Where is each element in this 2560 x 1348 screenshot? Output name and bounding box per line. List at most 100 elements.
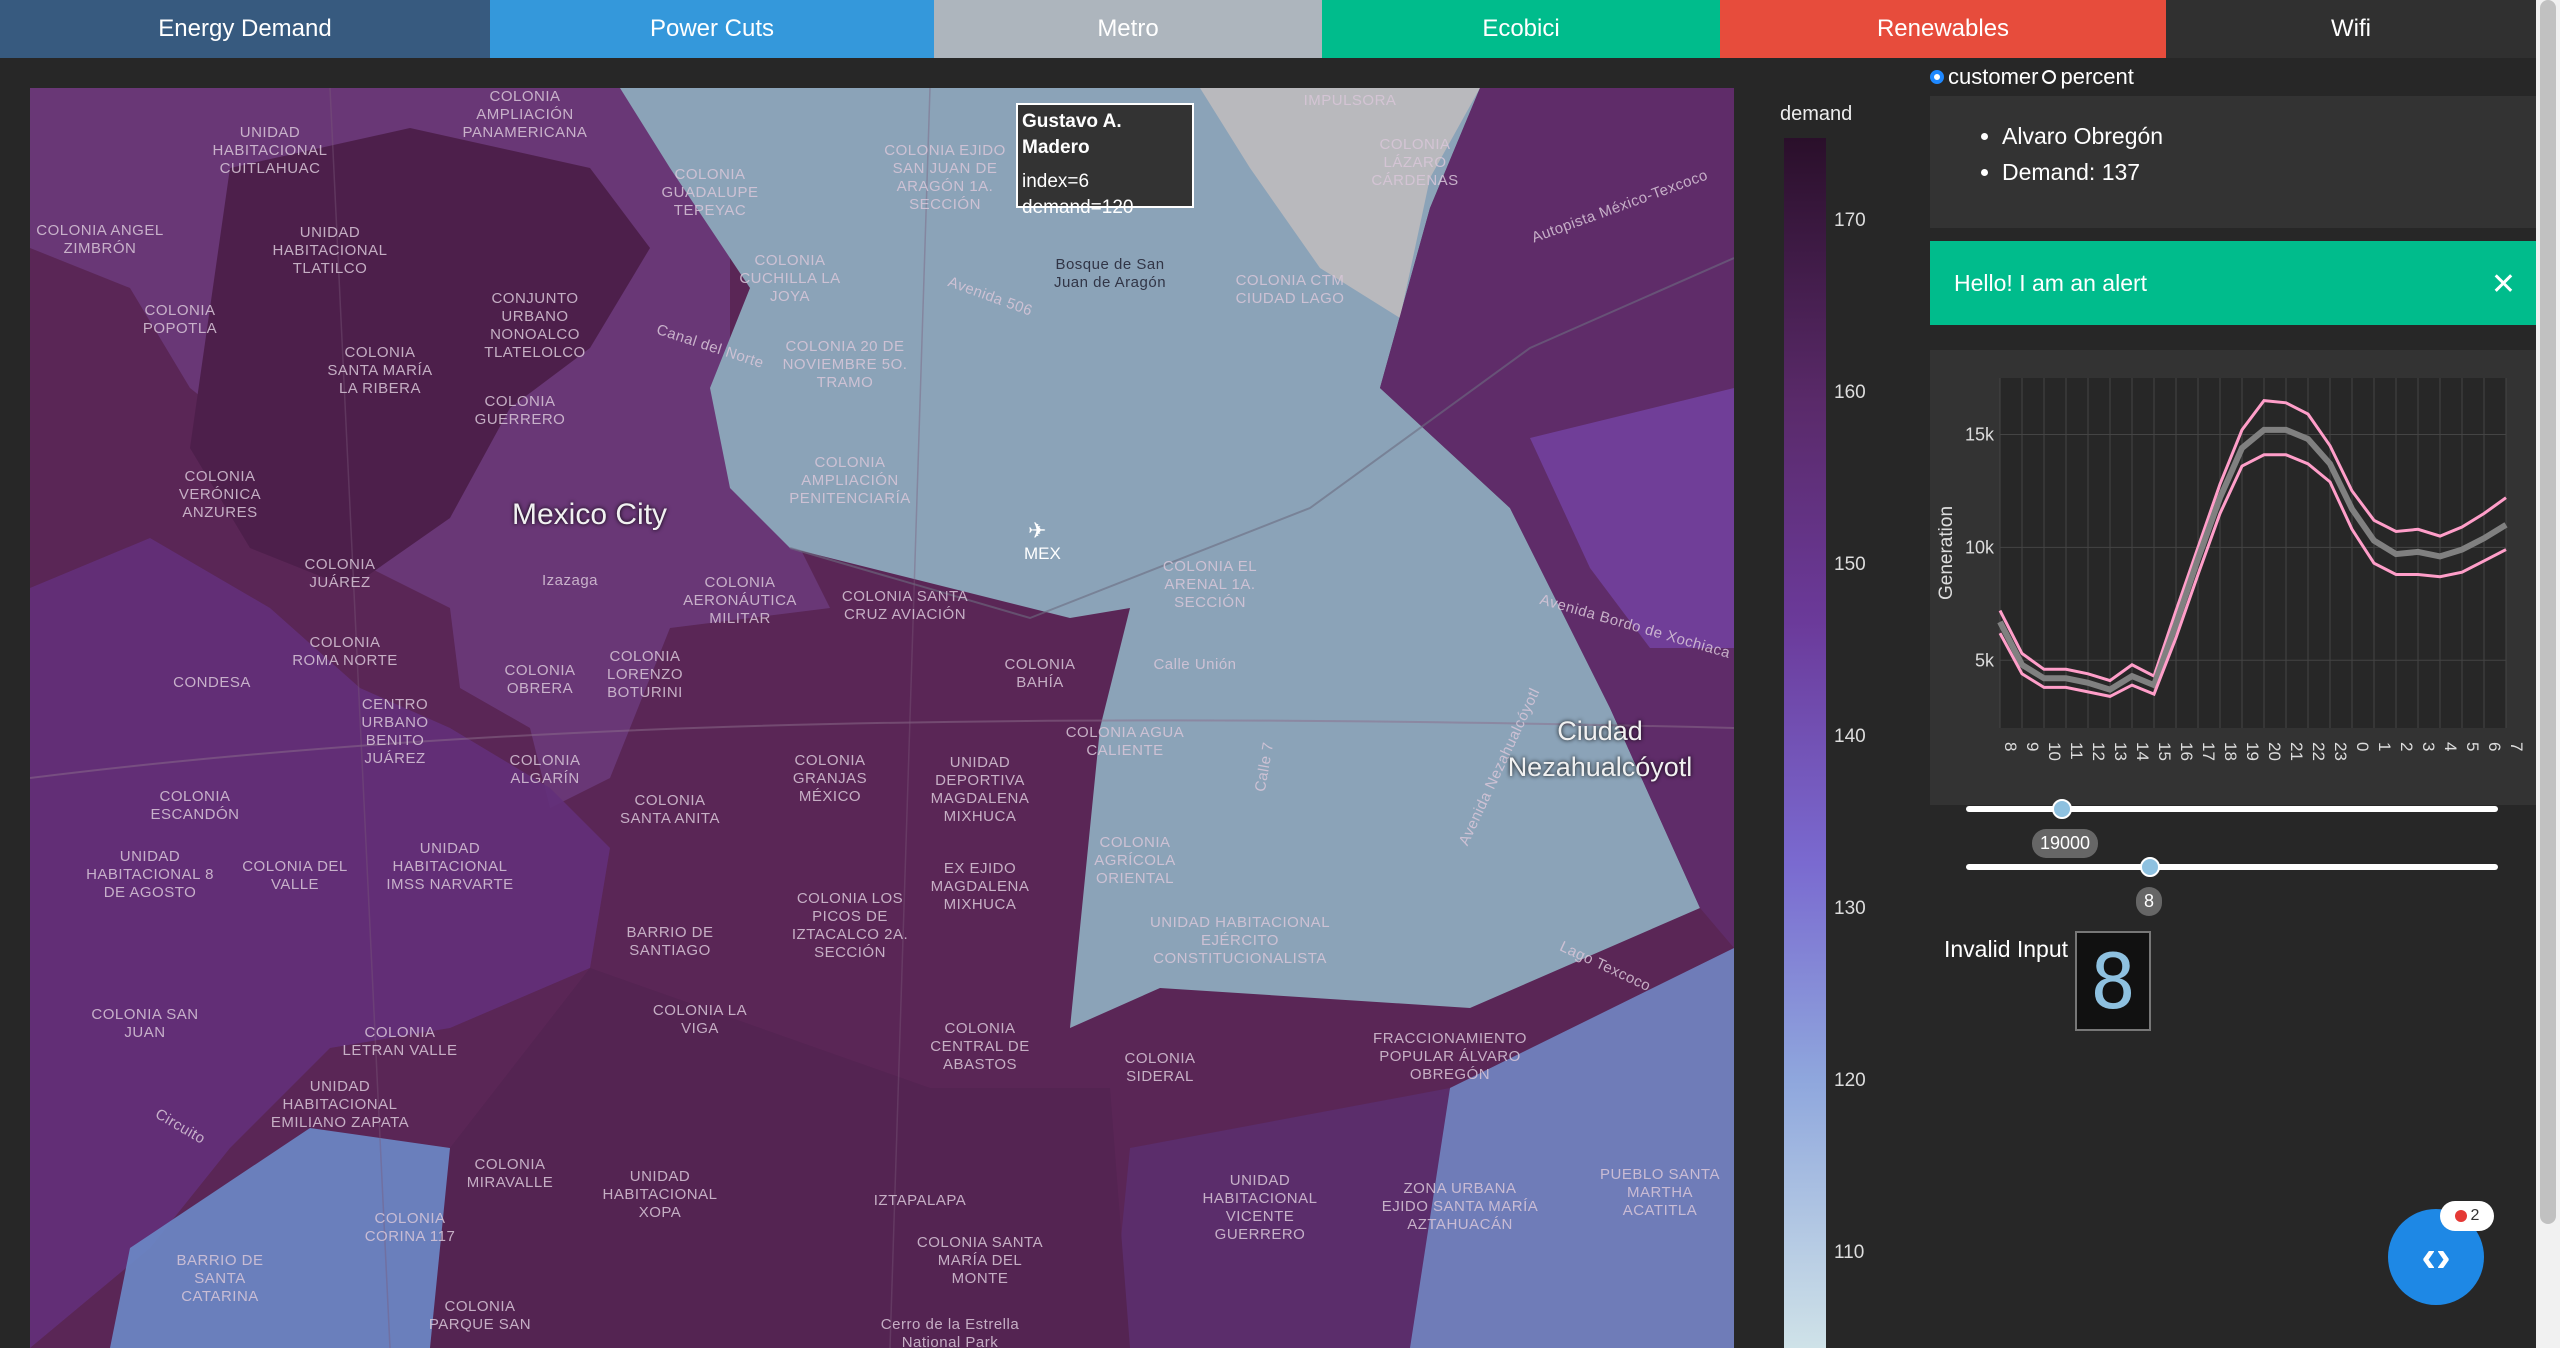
chart-x-tick: 1 <box>2375 742 2394 751</box>
tooltip-demand: demand=120 <box>1022 197 1134 218</box>
map-place-label: PUEBLO SANTA MARTHA ACATITLA <box>1600 1166 1720 1219</box>
map-place-label: COLONIA AGUA CALIENTE <box>1065 724 1185 759</box>
map-place-label: CONJUNTO URBANO NONOALCO TLATELOLCO <box>484 290 586 361</box>
selection-info-card: Alvaro Obregón Demand: 137 <box>1930 96 2536 228</box>
radio-percent-label: percent <box>2060 64 2134 89</box>
tab-wifi[interactable]: Wifi <box>2166 0 2536 58</box>
colorbar-tick: 140 <box>1834 726 1866 747</box>
radio-percent[interactable] <box>2042 70 2057 84</box>
map-place-label: COLONIA AERONÁUTICA MILITAR <box>683 574 797 627</box>
metric-radio-group: customer percent <box>1930 64 2134 90</box>
close-icon[interactable]: ✕ <box>2490 268 2516 301</box>
map-place-label: COLONIA GUERRERO <box>474 393 566 428</box>
chart-series-line <box>1997 426 2508 693</box>
chart-x-tick: 10 <box>2045 742 2064 761</box>
chart-x-tick: 7 <box>2507 742 2526 751</box>
slider-track-2[interactable] <box>1966 864 2498 870</box>
map-place-label: COLONIA SANTA ANITA <box>620 792 720 827</box>
map-place-label: COLONIA 20 DE NOVIEMBRE 5O. TRAMO <box>782 338 908 391</box>
chart-x-tick: 9 <box>2023 742 2042 751</box>
tooltip-title: Gustavo A. Madero <box>1022 111 1122 158</box>
map-place-label: COLONIA SIDERAL <box>1124 1050 1196 1085</box>
chart-x-tick: 5 <box>2463 742 2482 751</box>
airplane-icon: ✈ <box>1028 518 1047 543</box>
map-place-label: UNIDAD HABITACIONAL 8 DE AGOSTO <box>86 848 214 901</box>
colorbar-tick: 150 <box>1834 554 1866 575</box>
map-place-label: UNIDAD HABITACIONAL VICENTE GUERRERO <box>1202 1172 1318 1243</box>
info-item-borough: Alvaro Obregón <box>2002 118 2536 154</box>
map-place-label: COLONIA PARQUE SAN <box>428 1298 532 1333</box>
map-place-label: UNIDAD HABITACIONAL EJÉRCITO CONSTITUCIO… <box>1149 914 1331 967</box>
colorbar-tick: 110 <box>1834 1242 1865 1263</box>
map-hover-tooltip: Gustavo A. Madero index=6 demand=120 <box>1016 103 1194 218</box>
tab-metro[interactable]: Metro <box>934 0 1322 58</box>
airport-label: MEX <box>1024 544 1061 563</box>
chart-x-tick: 13 <box>2111 742 2130 761</box>
colorbar-title: demand <box>1780 103 1853 125</box>
tab-ecobici[interactable]: Ecobici <box>1322 0 1720 58</box>
map-place-label: COLONIA CORINA 117 <box>364 1210 456 1245</box>
map-place-label: COLONIA LÁZARO CÁRDENAS <box>1371 136 1459 189</box>
chart-x-tick: 20 <box>2265 742 2284 761</box>
map-place-label: COLONIA CTM CIUDAD LAGO <box>1235 272 1345 307</box>
map-place-label: COLONIA EL ARENAL 1A. SECCIÓN <box>1162 558 1258 611</box>
chart-series-line <box>1998 399 2507 683</box>
choropleth-map[interactable]: UNIDAD HABITACIONAL CUITLAHUAC COLONIA A… <box>30 88 1734 1348</box>
map-place-label: COLONIA SANTA MARÍA DEL MONTE <box>916 1234 1044 1287</box>
map-place-label: COLONIA AMPLIACIÓN PENITENCIARÍA <box>789 454 911 507</box>
map-place-label: COLONIA ALGARÍN <box>509 752 581 787</box>
chart-series-line <box>1998 453 2507 698</box>
chart-x-tick: 15 <box>2155 742 2174 761</box>
map-place-label: EX EJIDO MAGDALENA MIXHUCA <box>930 860 1030 913</box>
radio-customer[interactable] <box>1930 70 1944 84</box>
chart-x-tick: 18 <box>2221 742 2240 761</box>
alert-banner: Hello! I am an alert ✕ <box>1930 241 2536 325</box>
map-place-label: UNIDAD HABITACIONAL EMILIANO ZAPATA <box>270 1078 410 1131</box>
slider-value-2: 8 <box>2136 887 2163 916</box>
map-place-label: COLONIA ANGEL ZIMBRÓN <box>36 222 164 257</box>
map-street-label: Izazaga <box>541 572 599 589</box>
tab-renewables[interactable]: Renewables <box>1720 0 2166 58</box>
chart-x-tick: 0 <box>2353 742 2372 751</box>
map-place-label: UNIDAD DEPORTIVA MAGDALENA MIXHUCA <box>930 754 1030 825</box>
generation-chart: 8 9 10 11 12 13 14 15 16 17 18 19 20 21 22 23 0 1 2 3 4 5 6 7 5k… <box>1930 350 2536 821</box>
scrollbar-thumb[interactable] <box>2540 0 2556 1224</box>
map-place-label: UNIDAD HABITACIONAL TLATILCO <box>272 224 388 277</box>
slider-value-1: 19000 <box>2032 829 2099 858</box>
map-place-label: IMPULSORA <box>1303 92 1397 109</box>
map-place-label: COLONIA LORENZO BOTURINI <box>606 648 683 701</box>
map-place-label: ZONA URBANA EJIDO SANTA MARÍA AZTAHUACÁN <box>1381 1180 1539 1233</box>
map-street-label: Calle Unión <box>1153 656 1237 673</box>
map-place-label: UNIDAD HABITACIONAL CUITLAHUAC <box>212 124 328 177</box>
map-place-label: COLONIA AMPLIACIÓN PANAMERICANA <box>462 88 588 141</box>
slider-track-1[interactable] <box>1966 806 2498 812</box>
notification-badge: 2 <box>2440 1201 2494 1231</box>
map-place-label: COLONIA POPOTLA <box>142 302 218 337</box>
map-place-label: COLONIA DEL VALLE <box>242 858 348 893</box>
map-place-label: CENTRO URBANO BENITO JUÁREZ <box>361 696 429 767</box>
colorbar-tick: 120 <box>1834 1070 1866 1091</box>
map-place-label: COLONIA SAN JUAN <box>91 1006 199 1041</box>
led-display: 8 <box>2075 931 2151 1031</box>
map-place-label: COLONIA MIRAVALLE <box>466 1156 554 1191</box>
chart-x-tick: 12 <box>2089 742 2108 761</box>
map-place-label: BARRIO DE SANTIAGO <box>626 924 714 959</box>
map-place-label: FRACCIONAMIENTO POPULAR ÁLVARO OBREGÓN <box>1373 1030 1527 1083</box>
tab-power-cuts[interactable]: Power Cuts <box>490 0 934 58</box>
map-place-label: Bosque de San Juan de Aragón <box>1053 256 1167 291</box>
chart-x-tick: 11 <box>2067 742 2086 760</box>
city-label-mexico-city: Mexico City <box>512 498 668 531</box>
chart-x-axis-label: x <box>2248 799 2258 805</box>
map-place-label: COLONIA LA VIGA <box>652 1002 748 1037</box>
tab-bar: Energy Demand Power Cuts Metro Ecobici R… <box>0 0 2536 58</box>
map-place-label: COLONIA ESCANDÓN <box>150 788 240 823</box>
slider-knob-2[interactable] <box>2140 857 2160 877</box>
chart-x-tick: 3 <box>2419 742 2438 751</box>
colorbar-tick: 170 <box>1834 210 1866 231</box>
slider-knob-1[interactable] <box>2052 799 2072 819</box>
map-place-label: COLONIA LETRAN VALLE <box>342 1024 458 1059</box>
chart-x-tick: 17 <box>2199 742 2218 761</box>
tab-energy-demand[interactable]: Energy Demand <box>0 0 490 58</box>
chart-x-tick: 2 <box>2397 742 2416 751</box>
chart-x-tick: 19 <box>2243 742 2262 761</box>
